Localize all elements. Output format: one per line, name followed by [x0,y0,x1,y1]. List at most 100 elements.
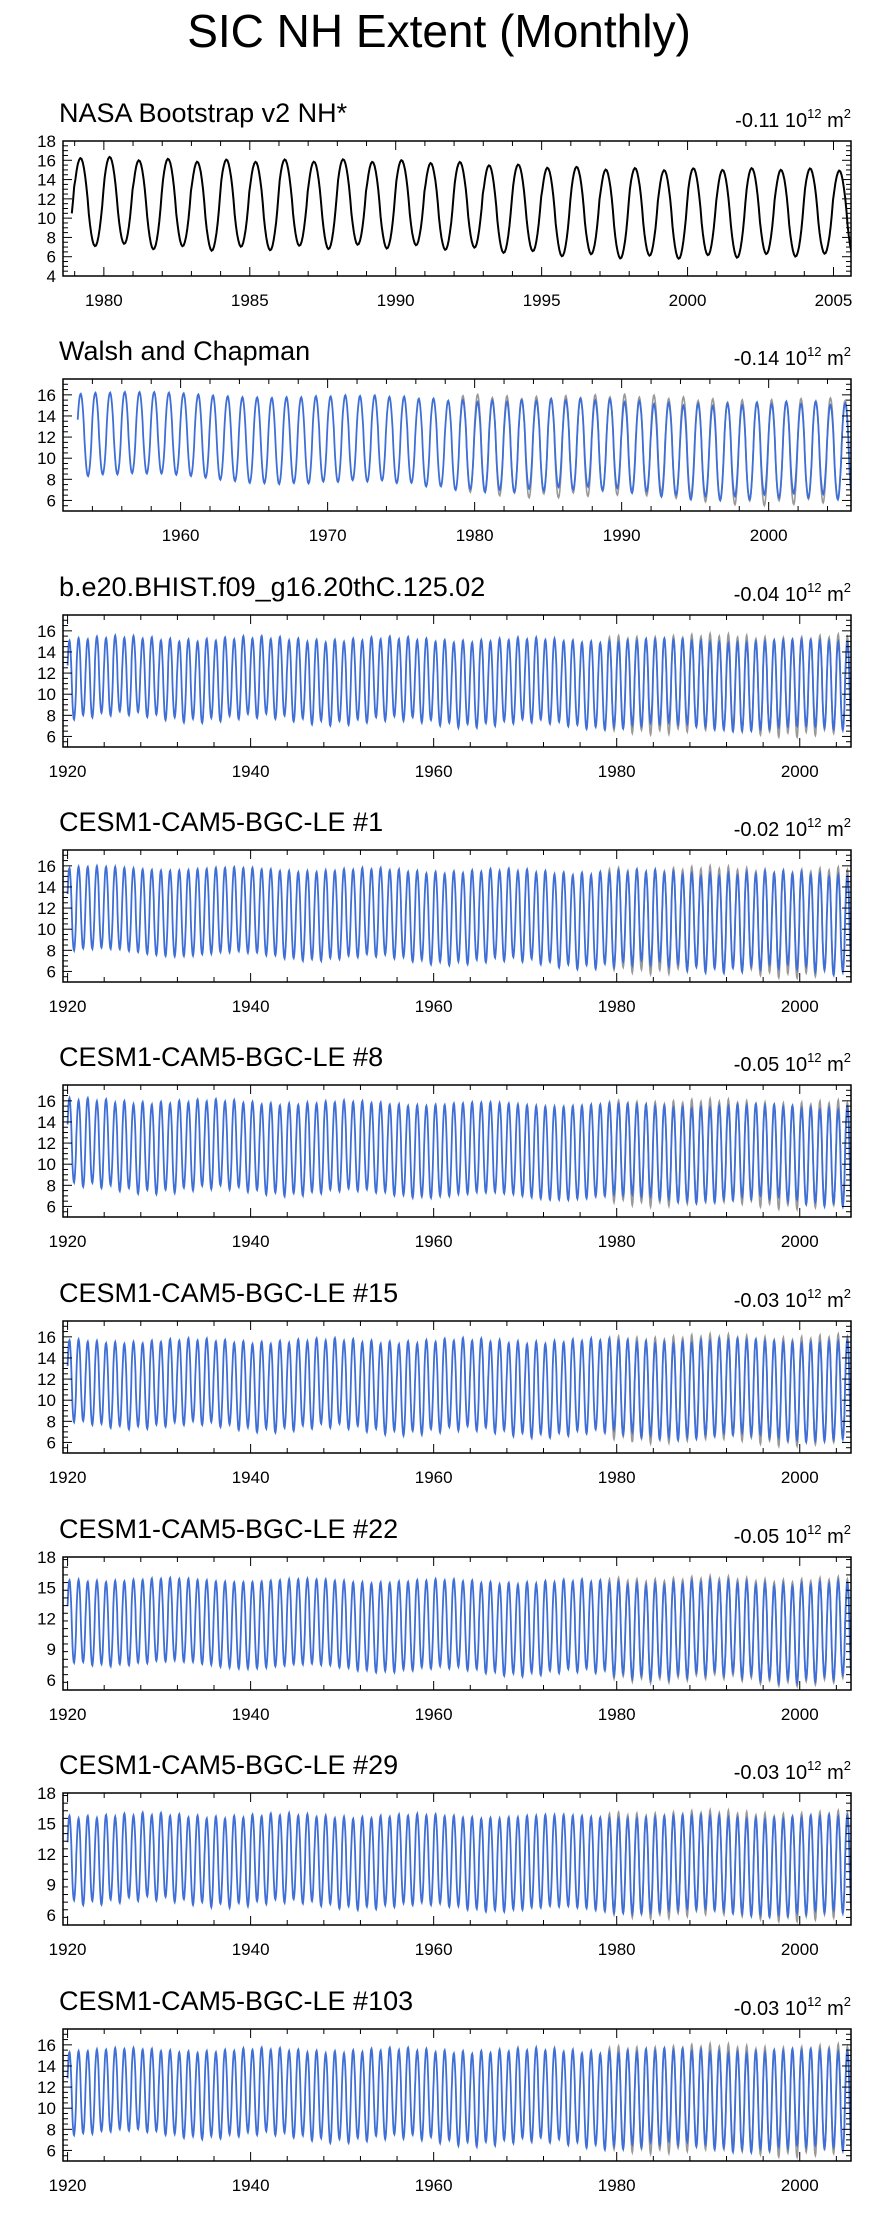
y-tick-label: 10 [37,1155,56,1174]
x-tick-label: 1920 [49,1468,87,1487]
plot-frame [62,1320,852,1454]
series-group [66,862,851,981]
x-tick-label: 1920 [49,762,87,781]
y-tick-label: 16 [37,1092,56,1111]
y-tick-label: 8 [47,941,56,960]
y-tick-label: 16 [37,1328,56,1347]
y-tick-label: 15 [37,1814,56,1833]
y-tick-label: 8 [47,2120,56,2139]
chart-panel-9: CESM1-CAM5-BGC-LE #103 -0.03 1012 m2 6 8 10 1… [37,1986,852,2195]
x-tick-label: 1940 [232,997,270,1016]
x-tick-label: 2000 [781,2176,819,2195]
y-tick-label: 6 [47,491,56,510]
trend-label: -0.03 1012 m2 [734,1286,851,1312]
x-tick-label: 1940 [232,1940,270,1959]
x-tick-label: 1960 [415,2176,453,2195]
x-tick-label: 1960 [415,1468,453,1487]
chart-panel-7: CESM1-CAM5-BGC-LE #22 -0.05 1012 m2 6 9 12 15… [37,1514,852,1724]
trend-label: -0.03 1012 m2 [734,1994,851,2020]
panel-title: Walsh and Chapman [59,336,310,366]
series-line [66,1809,851,1920]
series-group [66,1330,851,1449]
x-tick-label: 1940 [232,762,270,781]
x-tick-label: 1940 [232,1468,270,1487]
trend-label: -0.03 1012 m2 [734,1758,851,1784]
x-tick-label: 1960 [415,1940,453,1959]
x-tick-label: 1960 [415,997,453,1016]
chart-panel-6: CESM1-CAM5-BGC-LE #15 -0.03 1012 m2 6 8 10 12… [37,1278,852,1487]
y-tick-label: 6 [47,1197,56,1216]
x-tick-label: 1995 [523,291,561,310]
y-tick-label: 6 [47,1671,56,1690]
series-group [76,390,851,508]
series-line [66,2044,851,2156]
x-tick-label: 1940 [232,1232,270,1251]
y-tick-label: 6 [47,2141,56,2160]
chart-panel-5: CESM1-CAM5-BGC-LE #8 -0.05 1012 m2 6 8 10 12 1… [37,1042,852,1251]
y-tick-label: 12 [37,1370,56,1389]
y-tick-label: 18 [37,1548,56,1567]
y-tick-label: 8 [47,1176,56,1195]
x-tick-label: 1920 [49,1940,87,1959]
y-tick-label: 12 [37,190,56,209]
y-tick-label: 6 [47,248,56,267]
x-tick-label: 2005 [815,291,853,310]
x-tick-label: 1980 [598,997,636,1016]
y-tick-label: 16 [37,386,56,405]
panel-title: NASA Bootstrap v2 NH* [59,98,348,128]
x-tick-label: 2000 [781,1705,819,1724]
x-tick-label: 1980 [598,1232,636,1251]
y-tick-label: 6 [47,962,56,981]
y-tick-label: 10 [37,1391,56,1410]
x-tick-label: 1980 [598,1468,636,1487]
panel-title: CESM1-CAM5-BGC-LE #15 [59,1278,398,1308]
y-tick-label: 15 [37,1579,56,1598]
y-tick-label: 9 [47,1640,56,1659]
x-tick-label: 1980 [598,1705,636,1724]
series-line [66,1575,851,1686]
plot-frame [62,1556,852,1691]
figure-title: SIC NH Extent (Monthly) [187,5,691,57]
x-tick-label: 1920 [49,997,87,1016]
trend-label: -0.05 1012 m2 [734,1522,851,1548]
x-tick-label: 1970 [309,526,347,545]
y-tick-label: 4 [47,267,56,286]
panel-title: CESM1-CAM5-BGC-LE #8 [59,1042,383,1072]
y-tick-label: 16 [37,151,56,170]
x-tick-label: 1960 [415,762,453,781]
plot-frame [62,2028,852,2162]
chart-panel-8: CESM1-CAM5-BGC-LE #29 -0.03 1012 m2 6 9 12 15… [37,1750,852,1959]
trend-label: -0.14 1012 m2 [734,344,851,370]
panel-title: CESM1-CAM5-BGC-LE #29 [59,1750,398,1780]
y-tick-label: 9 [47,1875,56,1894]
chart-panel-4: CESM1-CAM5-BGC-LE #1 -0.02 1012 m2 6 8 10 12 1… [37,807,852,1016]
y-tick-label: 6 [47,727,56,746]
plot-frame [62,140,852,277]
x-tick-label: 2000 [781,1232,819,1251]
x-tick-label: 1990 [603,526,641,545]
series-group [66,2040,851,2161]
x-tick-label: 2000 [781,1940,819,1959]
y-tick-label: 8 [47,470,56,489]
y-tick-label: 14 [37,2057,56,2076]
x-tick-label: 1980 [85,291,123,310]
trend-label: -0.04 1012 m2 [734,580,851,606]
series-line [66,863,851,978]
series-line [66,1335,851,1446]
trend-label: -0.02 1012 m2 [734,815,851,841]
y-tick-label: 10 [37,2099,56,2118]
y-tick-label: 12 [37,1609,56,1628]
x-tick-label: 1940 [232,1705,270,1724]
panel-title: CESM1-CAM5-BGC-LE #103 [59,1986,413,2016]
x-tick-label: 1980 [598,2176,636,2195]
y-tick-label: 14 [37,1349,56,1368]
x-tick-label: 2000 [781,1468,819,1487]
x-tick-label: 1920 [49,1232,87,1251]
plot-frame [62,849,852,983]
y-tick-label: 12 [37,1134,56,1153]
y-tick-label: 14 [37,171,56,190]
x-tick-label: 1960 [415,1705,453,1724]
panel-title: b.e20.BHIST.f09_g16.20thC.125.02 [59,572,485,602]
plot-frame [62,1792,852,1926]
